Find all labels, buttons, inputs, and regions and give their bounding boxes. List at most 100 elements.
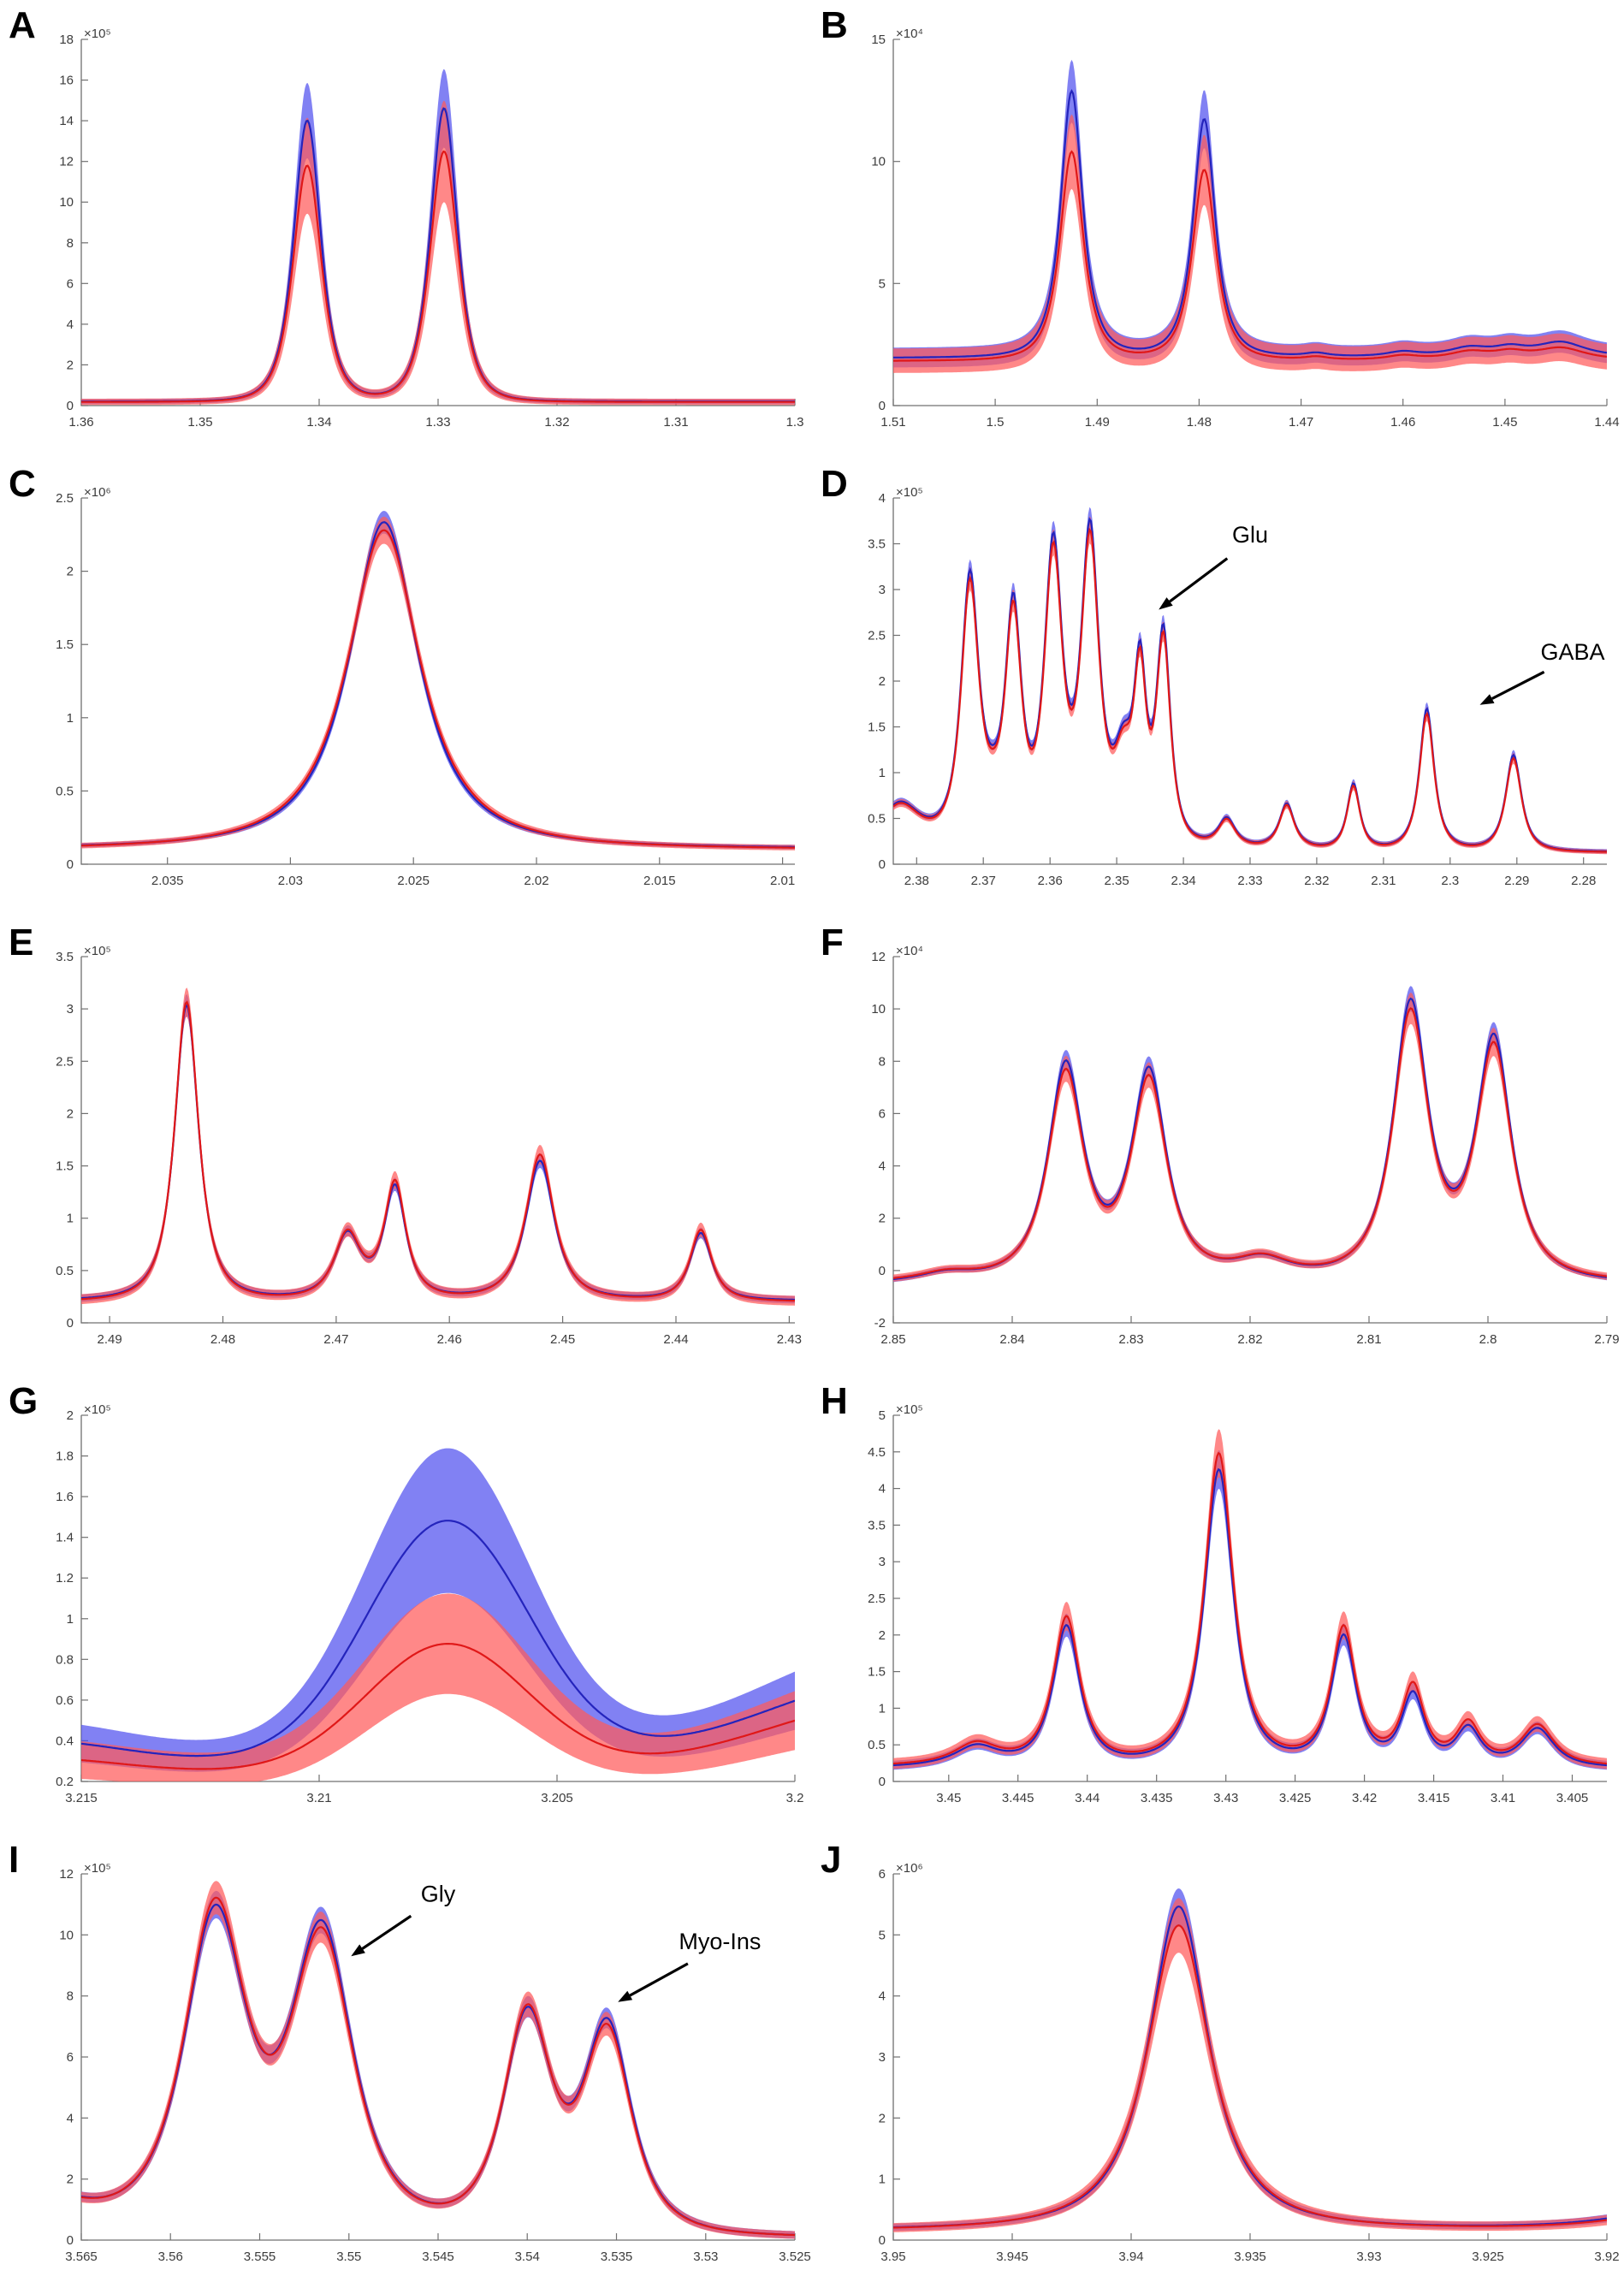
y-tick-label: 16 <box>59 74 74 88</box>
x-tick-label: 2.31 <box>1371 874 1396 888</box>
red-band <box>893 1429 1607 1769</box>
panel-label-E: E <box>9 922 33 963</box>
annotation-arrow-line <box>1491 670 1545 700</box>
x-tick-label: 3.44 <box>1075 1791 1099 1805</box>
annotation-Glu: Glu <box>1159 522 1268 610</box>
y-tick-label: 3 <box>879 583 886 597</box>
red-band <box>81 516 795 851</box>
y-tick-label: 0 <box>67 857 74 872</box>
y-tick-label: 3.5 <box>56 950 74 964</box>
blue-band <box>81 511 795 850</box>
y-tick-label: 2 <box>67 1408 74 1423</box>
panel-label-I: I <box>9 1839 19 1881</box>
y-axis-exponent-label: ×10⁴ <box>896 27 923 41</box>
panel-C-chart: C 0 0.5 1 1.5 2 2.5 ×10⁶ 2.035 2.03 2.025 2.02 2.015… <box>9 463 795 888</box>
y-tick-label: 1.2 <box>56 1571 74 1586</box>
y-tick-label: 1.5 <box>868 720 886 735</box>
annotation-text: Glu <box>1232 522 1268 548</box>
y-tick-label: 4.5 <box>868 1445 886 1460</box>
y-tick-label: 5 <box>879 276 886 291</box>
y-tick-label: 4 <box>879 1159 886 1174</box>
y-tick-label: 0.4 <box>56 1734 74 1748</box>
red-band <box>81 100 795 406</box>
x-tick-label: 2.49 <box>97 1332 122 1347</box>
axes-frame <box>892 1874 1607 2241</box>
y-tick-label: 12 <box>59 155 74 169</box>
red-mean-line <box>893 150 1607 362</box>
x-tick-label: 3.525 <box>779 2250 811 2264</box>
x-tick-label: 1.32 <box>544 415 569 430</box>
x-tick-label: 3.535 <box>601 2250 633 2264</box>
y-tick-label: 0 <box>67 399 74 413</box>
y-tick-label: 6 <box>67 276 74 291</box>
panel-D-chart: D 0 0.5 1 1.5 2 2.5 3 3.5 4 ×10⁵ 2.38 2.37 2.36 2.35 2.… <box>821 463 1607 888</box>
blue-mean-line <box>893 1905 1607 2229</box>
x-tick-label: 1.34 <box>306 415 331 430</box>
y-tick-label: 2 <box>67 358 74 372</box>
y-tick-label: 0 <box>67 1316 74 1331</box>
blue-band <box>81 993 795 1304</box>
x-tick-label: 1.36 <box>68 415 93 430</box>
panel-F-chart: F -2 0 2 4 6 8 10 12 ×10⁴ 2.85 2.84 2.83 2.82 2.81 2.8 2… <box>821 922 1620 1347</box>
x-tick-label: 3.425 <box>1279 1791 1312 1805</box>
x-tick-label: 3.545 <box>422 2250 454 2264</box>
x-tick-label: 1.31 <box>663 415 688 430</box>
x-tick-label: 2.82 <box>1237 1332 1262 1347</box>
x-tick-label: 3.53 <box>693 2250 718 2264</box>
x-tick-label: 2.33 <box>1237 874 1262 888</box>
x-tick-label: 2.03 <box>278 874 303 888</box>
blue-mean-line <box>893 517 1607 853</box>
panel-A: A 0 2 4 6 8 10 12 14 16 18 ×10⁵ 1.36 1.35 1.34 1.33 1.32… <box>0 0 812 459</box>
red-mean-line <box>893 527 1607 853</box>
y-tick-label: 4 <box>879 1989 886 2004</box>
panel-F: F -2 0 2 4 6 8 10 12 ×10⁴ 2.85 2.84 2.83 2.82 2.81 2.8 2… <box>812 917 1624 1376</box>
x-tick-label: 3.565 <box>65 2250 98 2264</box>
x-tick-label: 2.01 <box>770 874 795 888</box>
blue-mean-line <box>893 1467 1607 1767</box>
x-tick-label: 3.445 <box>1002 1791 1034 1805</box>
y-tick-label: 0 <box>879 2233 886 2248</box>
blue-band <box>893 1449 1607 1770</box>
y-tick-label: 1.6 <box>56 1490 74 1504</box>
panel-E-chart: E 0 0.5 1 1.5 2 2.5 3 3.5 ×10⁵ 2.49 2.48 2.47 2.46 2.4… <box>9 922 802 1347</box>
panel-label-G: G <box>9 1380 38 1422</box>
y-tick-label: 8 <box>67 1989 74 2004</box>
y-tick-label: 3.5 <box>868 1518 886 1532</box>
annotation-arrow-line <box>1169 557 1229 603</box>
y-tick-label: 1.4 <box>56 1531 74 1545</box>
axes-frame <box>892 498 1607 865</box>
x-tick-label: 3.41 <box>1491 1791 1515 1805</box>
y-axis-exponent-label: ×10⁵ <box>84 1402 111 1417</box>
y-tick-label: 1.5 <box>56 1159 74 1174</box>
blue-band <box>893 1888 1607 2232</box>
panel-label-J: J <box>821 1839 841 1881</box>
x-tick-label: 1.33 <box>425 415 450 430</box>
y-tick-label: 2 <box>879 1628 886 1643</box>
y-tick-label: 2 <box>67 2172 74 2187</box>
y-tick-label: 2 <box>879 674 886 689</box>
annotation-arrowhead-icon <box>1479 694 1495 705</box>
y-axis-exponent-label: ×10⁴ <box>896 944 923 958</box>
y-tick-label: 1 <box>67 711 74 726</box>
annotation-Myo-Ins: Myo-Ins <box>618 1929 761 2002</box>
x-tick-label: 3.43 <box>1213 1791 1238 1805</box>
panel-B-chart: B 0 5 10 15 ×10⁴ 1.51 1.5 1.49 1.48 1.47 1.46 1.45 1.… <box>821 4 1620 430</box>
annotation-text: Gly <box>421 1882 456 1907</box>
x-tick-label: 3.2 <box>786 1791 804 1805</box>
y-tick-label: 1 <box>879 1701 886 1716</box>
x-tick-label: 2.8 <box>1479 1332 1497 1347</box>
annotation-arrowhead-icon <box>1159 597 1173 610</box>
x-tick-label: 3.205 <box>541 1791 573 1805</box>
y-tick-label: 4 <box>67 317 74 332</box>
red-band <box>893 993 1607 1282</box>
x-tick-label: 2.34 <box>1171 874 1195 888</box>
x-tick-label: 3.95 <box>880 2250 905 2264</box>
x-tick-label: 2.79 <box>1594 1332 1619 1347</box>
x-tick-label: 1.45 <box>1492 415 1517 430</box>
y-tick-label: 4 <box>67 2111 74 2125</box>
axes-frame <box>80 39 795 406</box>
y-tick-label: 0.6 <box>56 1693 74 1708</box>
red-band <box>893 1898 1607 2232</box>
panel-label-D: D <box>821 463 848 505</box>
